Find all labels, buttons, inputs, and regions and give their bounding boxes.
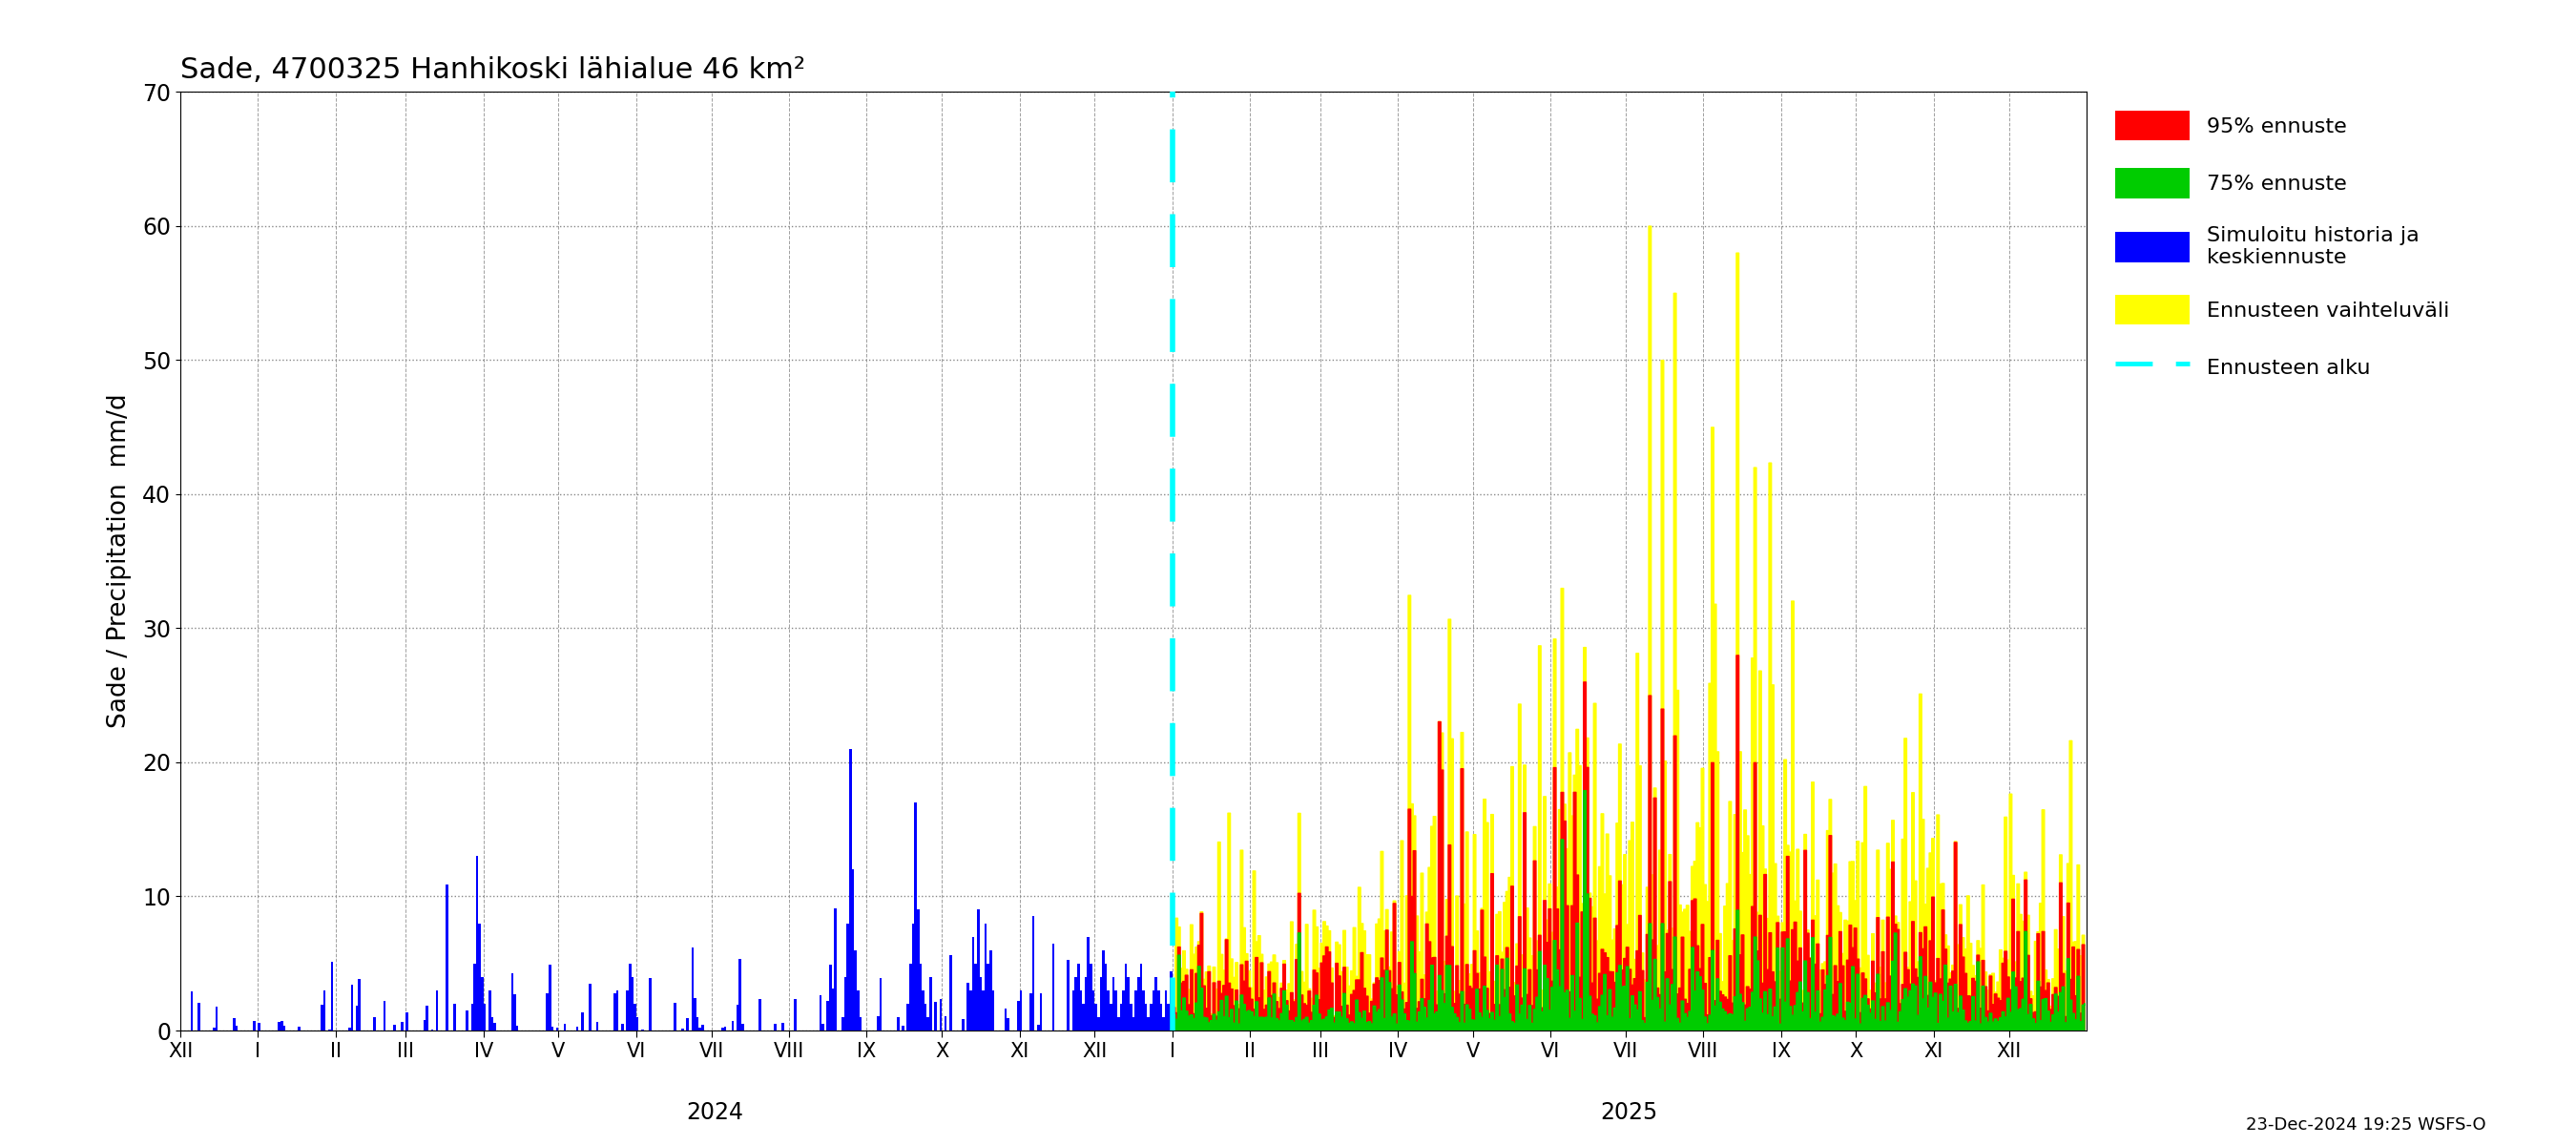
Text: Sade, 4700325 Hanhikoski lähialue 46 km²: Sade, 4700325 Hanhikoski lähialue 46 km² bbox=[180, 56, 806, 84]
Legend: 95% ennuste, 75% ennuste, Simuloitu historia ja
keskiennuste, Ennusteen vaihtelu: 95% ennuste, 75% ennuste, Simuloitu hist… bbox=[2107, 102, 2458, 390]
Text: 2025: 2025 bbox=[1600, 1101, 1659, 1124]
Text: 23-Dec-2024 19:25 WSFS-O: 23-Dec-2024 19:25 WSFS-O bbox=[2246, 1116, 2486, 1134]
Y-axis label: Sade / Precipitation  mm/d: Sade / Precipitation mm/d bbox=[106, 394, 131, 728]
Text: 2024: 2024 bbox=[685, 1101, 744, 1124]
